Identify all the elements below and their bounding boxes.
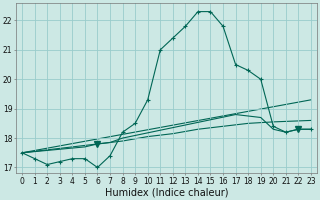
X-axis label: Humidex (Indice chaleur): Humidex (Indice chaleur) [105, 187, 228, 197]
